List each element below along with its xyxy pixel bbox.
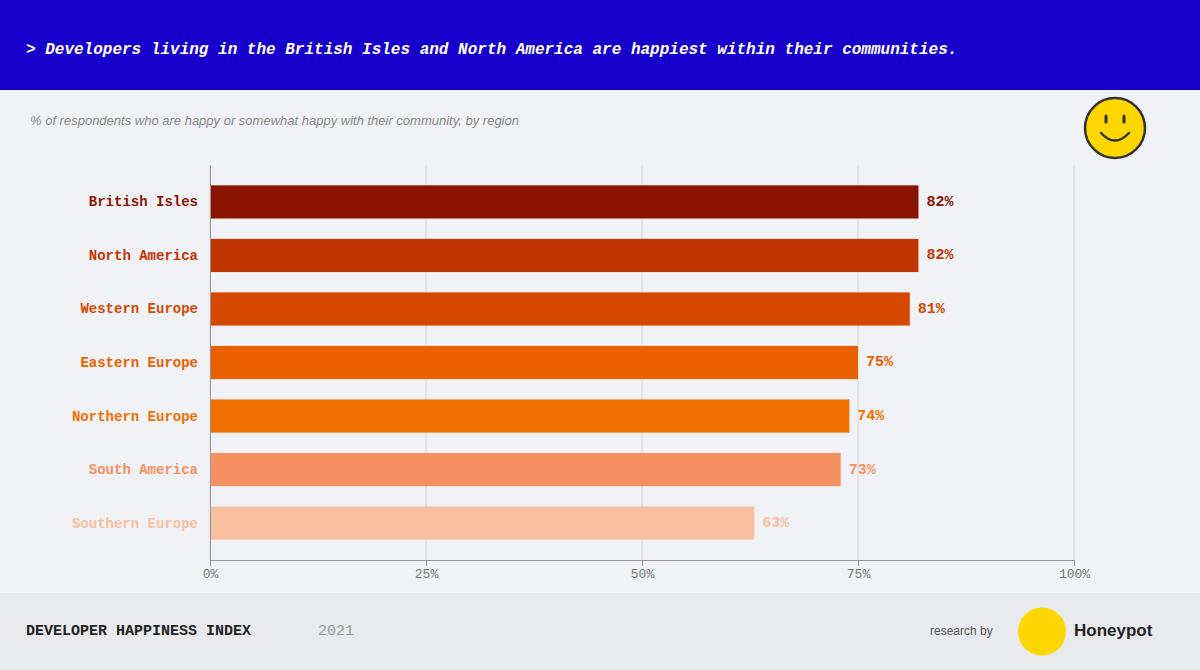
y-tick: South America <box>89 462 210 478</box>
plot: 82% 82% 81% 75% 74% 73% 63% 0% 25% 50% 75% 100% Brit… <box>72 165 1090 582</box>
x-tick: 0% <box>203 560 219 582</box>
x-tick-mark <box>210 560 211 566</box>
y-tick: Western Europe <box>80 301 210 317</box>
y-tick-label: Southern Europe <box>72 516 198 532</box>
y-axis-line <box>210 166 211 561</box>
logo-icon <box>1018 608 1066 656</box>
y-tick-label: Northern Europe <box>72 409 198 425</box>
bar <box>210 239 918 272</box>
bar <box>210 506 754 539</box>
x-tick: 100% <box>1059 560 1090 582</box>
footer-text: 2021 <box>318 623 354 640</box>
subtitle: % of respondents who are happy or somewh… <box>30 113 519 128</box>
x-tick-mark <box>426 560 427 566</box>
smiley-eye <box>1123 116 1126 122</box>
y-axis: British Isles North America Western Europe… <box>72 166 211 561</box>
smiley-mouth <box>1101 133 1129 141</box>
x-tick-label: 100% <box>1059 567 1090 582</box>
y-tick: Eastern Europe <box>80 355 210 371</box>
grid <box>210 165 1074 560</box>
smiley-eye <box>1105 116 1108 122</box>
y-tick-label: British Isles <box>89 194 198 210</box>
y-tick: British Isles <box>89 194 210 210</box>
y-tick-label: Western Europe <box>80 301 198 317</box>
data-label: 74% <box>857 408 885 425</box>
x-tick-mark <box>858 560 859 566</box>
title: > Developers living in the British Isles… <box>26 41 957 59</box>
y-tick: North America <box>89 248 210 264</box>
footer-text: Honeypot <box>1074 621 1153 640</box>
footer-text: research by <box>930 624 993 638</box>
x-tick: 25% <box>415 560 439 582</box>
y-tick-label: North America <box>89 248 199 264</box>
background <box>0 0 1200 670</box>
y-tick: Southern Europe <box>72 516 210 532</box>
footer-text: DEVELOPER HAPPINESS INDEX <box>26 623 251 640</box>
grid-line <box>1074 165 1075 560</box>
x-axis: 0% 25% 50% 75% 100% <box>203 560 1091 582</box>
data-labels: 82% 82% 81% 75% 74% 73% 63% <box>762 194 954 532</box>
bar <box>210 292 910 325</box>
bar <box>210 346 858 379</box>
x-tick-mark <box>1074 560 1075 566</box>
y-tick-label: South America <box>89 462 199 478</box>
chart: > Developers living in the British Isles… <box>0 0 1200 670</box>
data-label: 73% <box>849 462 877 479</box>
x-tick: 50% <box>631 560 655 582</box>
x-tick: 75% <box>847 560 871 582</box>
x-tick-mark <box>642 560 643 566</box>
data-label: 82% <box>926 194 954 211</box>
footer-bar <box>0 593 1200 670</box>
grid-line <box>210 165 211 560</box>
bar <box>210 453 841 486</box>
smiley-face <box>1085 98 1145 158</box>
x-axis-line <box>211 561 1075 567</box>
data-label: 75% <box>866 354 894 371</box>
bar <box>210 399 849 432</box>
bars <box>210 185 918 539</box>
data-label: 81% <box>918 301 946 318</box>
header-bar <box>0 0 1200 90</box>
data-label: 82% <box>926 247 954 264</box>
y-tick: Northern Europe <box>72 409 210 425</box>
x-tick-label: 75% <box>847 567 871 582</box>
smiley <box>1085 98 1145 158</box>
x-tick-label: 25% <box>415 567 439 582</box>
data-label: 63% <box>762 515 790 532</box>
x-tick-label: 50% <box>631 567 655 582</box>
x-tick-label: 0% <box>203 567 219 582</box>
bar <box>210 185 918 218</box>
y-tick-label: Eastern Europe <box>80 355 198 371</box>
